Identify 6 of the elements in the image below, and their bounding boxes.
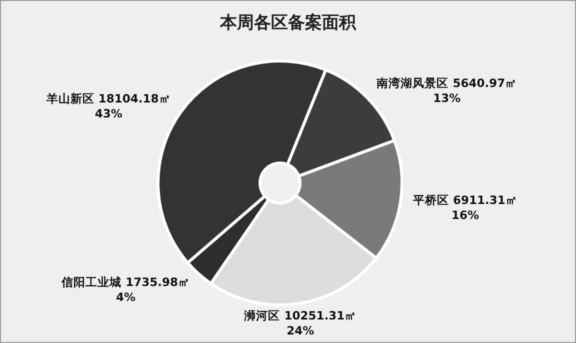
slice-label: 信阳工业城 1735.98㎡ 4% [60, 274, 190, 304]
chart-title: 本周各区备案面积 [219, 12, 357, 33]
slice-label: 羊山新区 18104.18㎡ 43% [45, 92, 171, 121]
slice-label: 南湾湖风景区 5640.97㎡ 13% [376, 76, 518, 105]
slice-label: 平桥区 6911.31㎡ 16% [412, 193, 518, 222]
slice-label: 浉河区 10251.31㎡ 24% [243, 308, 357, 338]
